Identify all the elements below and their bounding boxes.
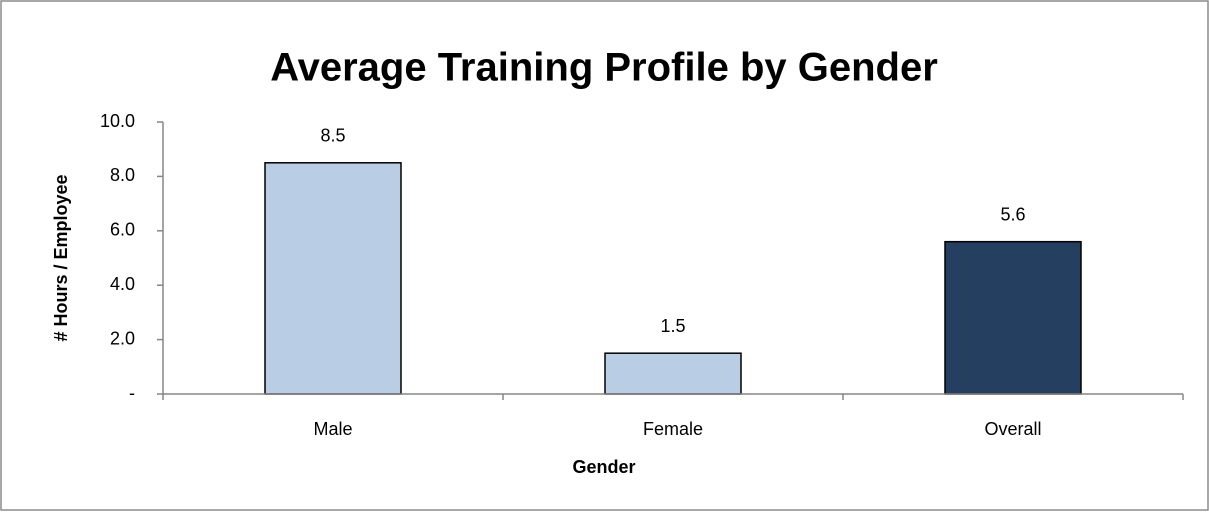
y-tick-label: 4.0: [110, 274, 135, 294]
y-tick-label: -: [129, 383, 135, 403]
x-tick-label: Female: [643, 419, 703, 439]
y-tick-label: 2.0: [110, 328, 135, 348]
bar: [264, 162, 402, 395]
bar: [944, 240, 1082, 395]
y-tick-label: 10.0: [100, 111, 135, 131]
y-tick-label: 8.0: [110, 165, 135, 185]
x-axis-label: Gender: [572, 457, 635, 477]
y-axis-label: # Hours / Employee: [51, 174, 71, 341]
x-tick-label: Male: [313, 419, 352, 439]
y-tick-label: 6.0: [110, 220, 135, 240]
x-tick-label: Overall: [984, 419, 1041, 439]
value-label: 5.6: [1000, 204, 1025, 224]
bar: [604, 352, 742, 395]
value-label: 1.5: [660, 316, 685, 336]
chart-title: Average Training Profile by Gender: [270, 46, 938, 90]
value-label: 8.5: [320, 126, 345, 146]
